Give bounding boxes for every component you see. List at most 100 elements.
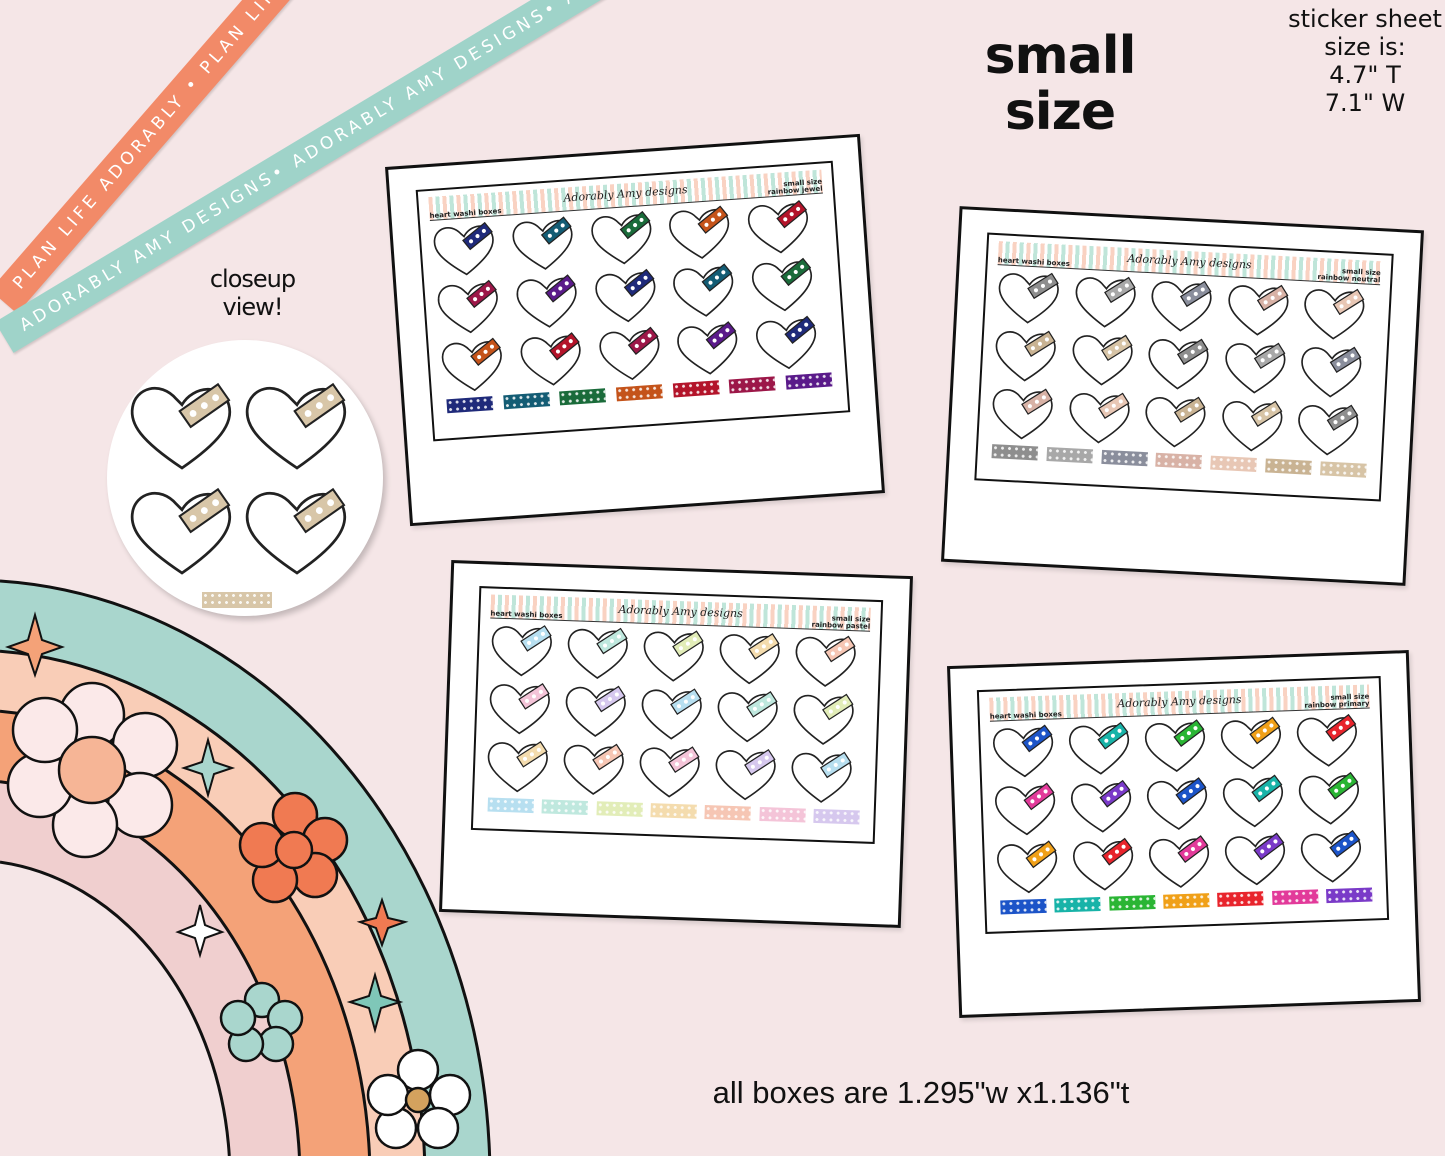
- heart-washi-icon[interactable]: [994, 839, 1062, 897]
- heart-washi-icon[interactable]: [595, 324, 665, 385]
- heart-washi-icon[interactable]: [587, 208, 657, 269]
- heart-washi-icon[interactable]: [1294, 712, 1362, 770]
- heart-washi-icon[interactable]: [1300, 284, 1369, 343]
- washi-tape-strip[interactable]: [1100, 450, 1148, 467]
- washi-tape-strip[interactable]: [559, 388, 607, 406]
- brand-logo: Adorably Amy designs: [1127, 251, 1252, 272]
- heart-washi-icon[interactable]: [484, 738, 552, 796]
- heart-washi-icon[interactable]: [1220, 772, 1288, 830]
- sticker-sheet: heart washi boxes Adorably Amy designs sma…: [974, 232, 1394, 502]
- heart-washi-icon[interactable]: [640, 627, 708, 685]
- heart-washi-icon[interactable]: [790, 690, 858, 748]
- washi-tape-strip[interactable]: [1325, 887, 1373, 904]
- heart-washi-icon[interactable]: [488, 621, 556, 679]
- washi-tape-strip[interactable]: [1000, 899, 1047, 915]
- heart-washi-icon[interactable]: [430, 219, 500, 280]
- washi-tape-strip[interactable]: [541, 799, 589, 816]
- heart-washi-icon[interactable]: [438, 335, 508, 396]
- heart-washi-icon[interactable]: [714, 687, 782, 745]
- washi-tape-strip[interactable]: [672, 380, 720, 398]
- heart-washi-icon[interactable]: [988, 384, 1057, 443]
- heart-washi-icon[interactable]: [1070, 836, 1138, 894]
- washi-tape-strip[interactable]: [1319, 461, 1367, 478]
- heart-washi-icon[interactable]: [1294, 400, 1363, 459]
- heart-washi-icon[interactable]: [674, 319, 744, 380]
- heart-washi-icon[interactable]: [990, 722, 1058, 780]
- heart-washi-icon[interactable]: [513, 272, 583, 333]
- heart-washi-icon[interactable]: [1296, 770, 1364, 828]
- heart-washi-icon[interactable]: [1144, 775, 1212, 833]
- heart-washi-icon[interactable]: [1224, 280, 1293, 339]
- heart-washi-icon[interactable]: [716, 629, 784, 687]
- heart-washi-icon[interactable]: [591, 266, 661, 327]
- heart-washi-icon[interactable]: [992, 780, 1060, 838]
- heart-washi-icon[interactable]: [1144, 334, 1213, 393]
- heart-washi-icon[interactable]: [636, 743, 704, 801]
- washi-tape-strip[interactable]: [813, 809, 860, 825]
- heart-washi-icon[interactable]: [792, 632, 860, 690]
- sheet-title: heart washi boxes: [490, 609, 563, 620]
- heart-washi-icon[interactable]: [1068, 778, 1136, 836]
- washi-tape-strip[interactable]: [1054, 897, 1101, 913]
- washi-tape-strip[interactable]: [1108, 895, 1156, 911]
- heart-washi-icon[interactable]: [1141, 392, 1210, 451]
- heart-washi-icon[interactable]: [127, 380, 237, 474]
- heart-washi-icon[interactable]: [486, 679, 554, 737]
- heart-washi-icon[interactable]: [242, 485, 352, 579]
- washi-tape-strip[interactable]: [704, 805, 752, 821]
- heart-washi-icon[interactable]: [1218, 396, 1287, 455]
- washi-tape-strip[interactable]: [1217, 891, 1264, 908]
- heart-washi-icon[interactable]: [1147, 276, 1216, 335]
- sheet-rainbow-jewel: heart washi boxes Adorably Amy designs sma…: [385, 133, 885, 527]
- heart-washi-icon[interactable]: [1297, 342, 1366, 401]
- heart-washi-icon[interactable]: [1142, 717, 1210, 775]
- heart-washi-icon[interactable]: [1222, 831, 1290, 889]
- washi-tape-strip[interactable]: [615, 384, 663, 402]
- heart-washi-icon[interactable]: [1298, 828, 1366, 886]
- heart-washi-icon[interactable]: [242, 380, 352, 474]
- heart-washi-icon[interactable]: [670, 261, 740, 322]
- heart-washi-icon[interactable]: [995, 268, 1064, 327]
- washi-tape-strip[interactable]: [991, 444, 1039, 461]
- heart-washi-icon[interactable]: [509, 214, 579, 275]
- heart-washi-icon[interactable]: [1146, 833, 1214, 891]
- sheet-size-note: sticker sheet size is: 4.7" T 7.1" W: [1288, 5, 1442, 117]
- heart-washi-icon[interactable]: [1218, 714, 1286, 772]
- washi-tape-strip[interactable]: [650, 803, 697, 820]
- heart-washi-icon[interactable]: [753, 313, 823, 374]
- heart-washi-icon[interactable]: [1066, 720, 1134, 778]
- heart-washi-icon[interactable]: [745, 197, 815, 258]
- heart-washi-icon[interactable]: [712, 746, 780, 804]
- heart-washi-icon[interactable]: [1068, 330, 1137, 389]
- heart-washi-icon[interactable]: [1065, 388, 1134, 447]
- washi-tape-strip[interactable]: [1265, 458, 1312, 476]
- heart-washi-icon[interactable]: [434, 277, 504, 338]
- heart-washi-icon[interactable]: [1221, 338, 1290, 397]
- washi-tape-strip[interactable]: [487, 797, 534, 814]
- washi-tape-strip[interactable]: [1046, 447, 1093, 464]
- heart-washi-icon[interactable]: [564, 624, 632, 682]
- heart-washi-icon[interactable]: [638, 685, 706, 743]
- heart-washi-icon[interactable]: [666, 203, 736, 264]
- sheet-variant-label: rainbow jewel: [767, 184, 823, 197]
- washi-tape-strip[interactable]: [758, 807, 806, 823]
- heart-washi-icon[interactable]: [1071, 272, 1140, 331]
- washi-tape-strip[interactable]: [1163, 893, 1210, 910]
- heart-washi-icon[interactable]: [127, 485, 237, 579]
- washi-tape-strip[interactable]: [728, 376, 776, 394]
- washi-tape-strip[interactable]: [785, 372, 833, 390]
- washi-tape-strip[interactable]: [502, 392, 550, 410]
- heart-washi-icon[interactable]: [517, 330, 587, 391]
- heart-washi-icon[interactable]: [788, 748, 856, 806]
- washi-tape-strip[interactable]: [446, 396, 494, 414]
- heart-washi-icon[interactable]: [749, 255, 819, 316]
- heart-washi-icon[interactable]: [991, 326, 1060, 385]
- washi-tape-strip[interactable]: [1210, 455, 1258, 473]
- washi-tape-strip[interactable]: [1155, 452, 1203, 470]
- washi-tape-strip[interactable]: [596, 801, 643, 818]
- washi-tape-strip[interactable]: [1271, 889, 1319, 906]
- box-dimensions: all boxes are 1.295"w x1.136"t: [712, 1075, 1130, 1110]
- heart-washi-icon[interactable]: [562, 682, 630, 740]
- closeup-label: closeup view!: [209, 265, 296, 321]
- heart-washi-icon[interactable]: [560, 740, 628, 798]
